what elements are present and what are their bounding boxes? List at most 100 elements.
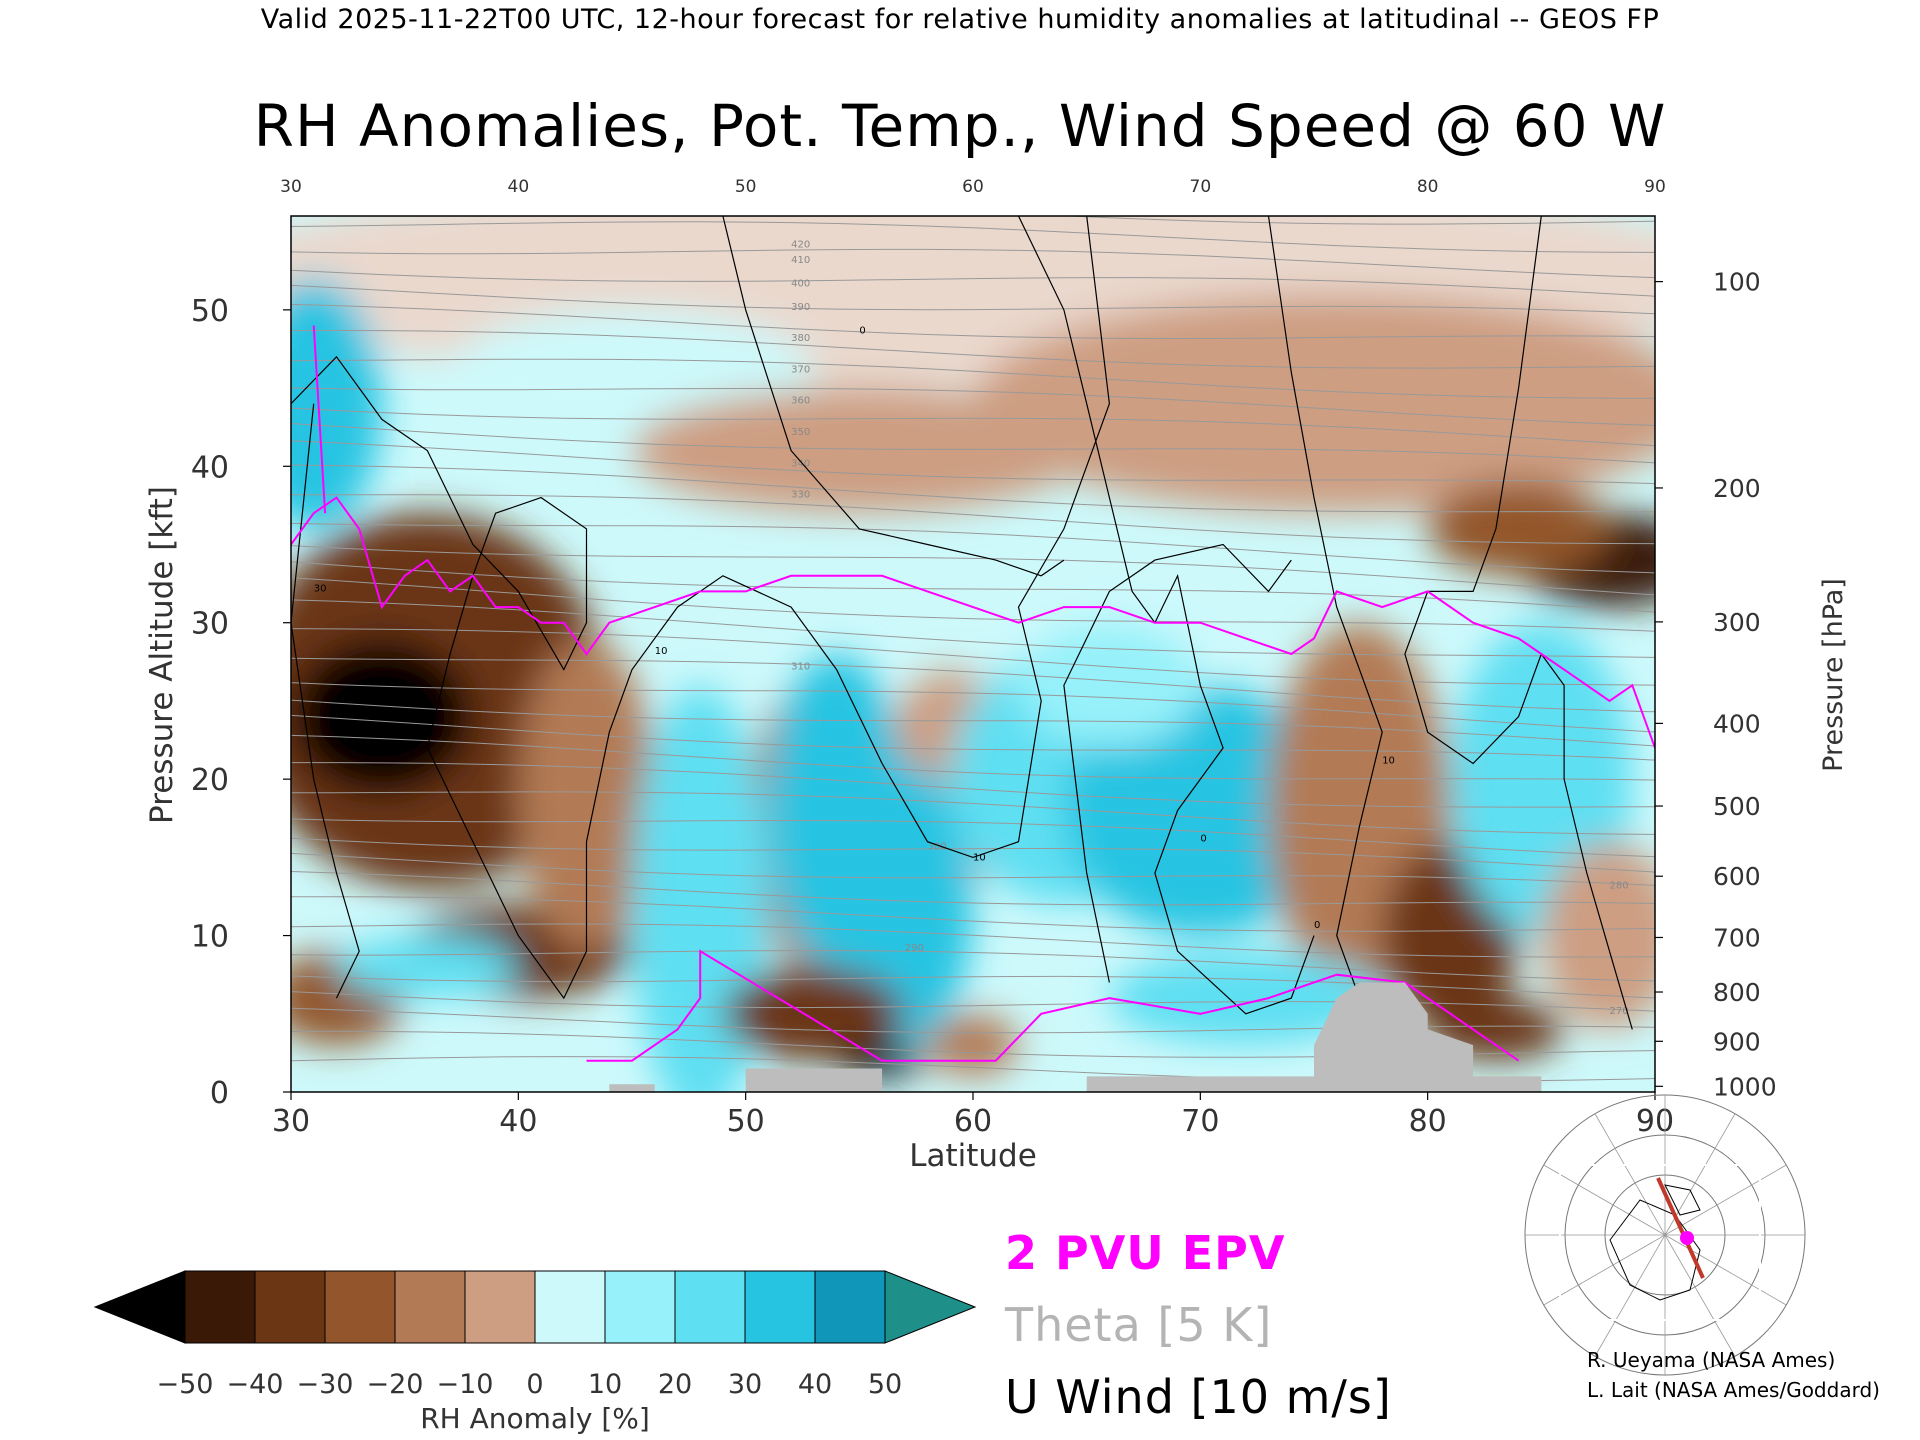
x-tick-label-top: 90 (1644, 177, 1666, 197)
colorbar-label: RH Anomaly [%] (420, 1402, 650, 1435)
theta-label: 360 (791, 396, 810, 407)
theta-line (291, 762, 1655, 808)
theta-line (291, 221, 1655, 253)
wind-contour (1404, 216, 1633, 1030)
x-tick-label: 60 (954, 1104, 992, 1139)
map-meridian (1664, 1234, 1787, 1306)
theta-line (1059, 216, 1655, 225)
colorbar-tick-label: 20 (658, 1369, 692, 1400)
field-patch (1427, 481, 1610, 576)
legend-theta: Theta [5 K] (1005, 1298, 1272, 1352)
map-meridian (1664, 1164, 1787, 1236)
p-tick-label: 1000 (1713, 1072, 1777, 1101)
wind-label: 30 (314, 583, 327, 594)
locator-map (1524, 1094, 1806, 1376)
field-patch (1063, 685, 1337, 936)
colorbar-cell (744, 1270, 816, 1344)
theta-contours: 4204104003903803703603503403303103002902… (291, 216, 1655, 1082)
u-wind-contours: 0 0 0 10 10 10 30 (291, 216, 1633, 1030)
theta-label: 340 (791, 458, 810, 469)
theta-line (291, 818, 1655, 858)
map-bg (1560, 1165, 1760, 1320)
p-tick-label: 900 (1713, 1027, 1761, 1056)
theta-line (291, 975, 1655, 999)
theta-label: 370 (791, 364, 810, 375)
colorbar-tick-label: 10 (588, 1369, 622, 1400)
theta-line (291, 577, 1655, 632)
y-tick-label: 20 (191, 763, 229, 798)
map-coastline (1664, 1184, 1701, 1216)
wind-label: 0 (859, 325, 865, 336)
map-coastline (1609, 1199, 1701, 1301)
wind-contour (1267, 216, 1383, 999)
colorbar-tick-label: −30 (297, 1369, 354, 1400)
x-tick-label-top: 80 (1417, 177, 1439, 197)
theta-line (291, 896, 1655, 932)
theta-line (291, 464, 1655, 513)
colorbar-tick-label: 40 (798, 1369, 832, 1400)
colorbar-tick-label: −40 (227, 1369, 284, 1400)
credit-line-1: R. Ueyama (NASA Ames) (1587, 1348, 1836, 1372)
field-patch (973, 294, 1655, 514)
map-mask (1559, 1164, 1761, 1321)
p-tick-label: 500 (1713, 792, 1761, 821)
field-patch (836, 763, 973, 1046)
legend-wind-text: U Wind [10 m/s] (1005, 1370, 1392, 1424)
colorbar-cell (604, 1270, 676, 1344)
theta-label: 300 (928, 842, 947, 853)
field-patch (1109, 951, 1383, 1046)
theta-line (291, 923, 1655, 958)
colorbar-tick-label: 30 (728, 1369, 762, 1400)
colorbar-tick-label: 50 (868, 1369, 902, 1400)
x-tick-label: 40 (499, 1104, 537, 1139)
theta-line (291, 991, 1655, 1012)
legend-wind: U Wind [10 m/s] (1005, 1370, 1392, 1424)
field-patch (518, 638, 655, 952)
field-patch (1018, 622, 1201, 748)
colorbar-cell (184, 1270, 256, 1344)
colorbar-cell (534, 1270, 606, 1344)
p-tick-label: 400 (1713, 709, 1761, 738)
theta-line (291, 561, 1655, 613)
rh-anomaly-field (291, 216, 1655, 1092)
y-tick-label: 40 (191, 450, 229, 485)
wind-label: 0 (1314, 920, 1320, 931)
map-meridian (1543, 1164, 1666, 1236)
theta-line (291, 358, 1655, 399)
theta-label: 280 (1610, 881, 1629, 892)
theta-label: 290 (905, 943, 924, 954)
map-meridian (1594, 1234, 1666, 1357)
legend-epv: 2 PVU EPV (1005, 1226, 1285, 1280)
theta-line (291, 387, 1655, 426)
x-tick-label: 80 (1409, 1104, 1447, 1139)
y-tick-label: 10 (191, 920, 229, 955)
theta-line (291, 837, 1655, 873)
colorbar-under-arrow (93, 1270, 186, 1344)
y-axis-right-label: Pressure [hPa] (1818, 578, 1849, 772)
colorbar-cell (394, 1270, 466, 1344)
theta-label: 310 (791, 662, 810, 673)
map-meridian (1664, 1234, 1736, 1357)
colorbar-cell (324, 1270, 396, 1344)
map-section-marker (1680, 1231, 1694, 1245)
wind-label: 10 (1382, 756, 1395, 767)
x-tick-label-top: 40 (508, 177, 530, 197)
theta-line (291, 599, 1655, 658)
colorbar: −50 −40 −30 −20 −10 0 10 20 30 40 50 (93, 1270, 977, 1400)
colorbar-tick-label: 0 (526, 1369, 543, 1400)
x-tick-label: 70 (1181, 1104, 1219, 1139)
x-tick-label: 30 (272, 1104, 310, 1139)
field-patch (291, 638, 473, 795)
field-patch (336, 935, 519, 999)
x-tick-label-top: 30 (280, 177, 302, 197)
field-patch (632, 388, 1087, 514)
wind-label: 0 (1200, 834, 1206, 845)
field-blobs (291, 216, 1655, 1092)
theta-line (291, 545, 1655, 596)
colorbar-cell (674, 1270, 746, 1344)
theta-label: 270 (1610, 1006, 1629, 1017)
credit-line-2: L. Lait (NASA Ames/Goddard) (1587, 1378, 1880, 1402)
theta-line (291, 522, 1655, 574)
wind-contour (722, 216, 1065, 577)
